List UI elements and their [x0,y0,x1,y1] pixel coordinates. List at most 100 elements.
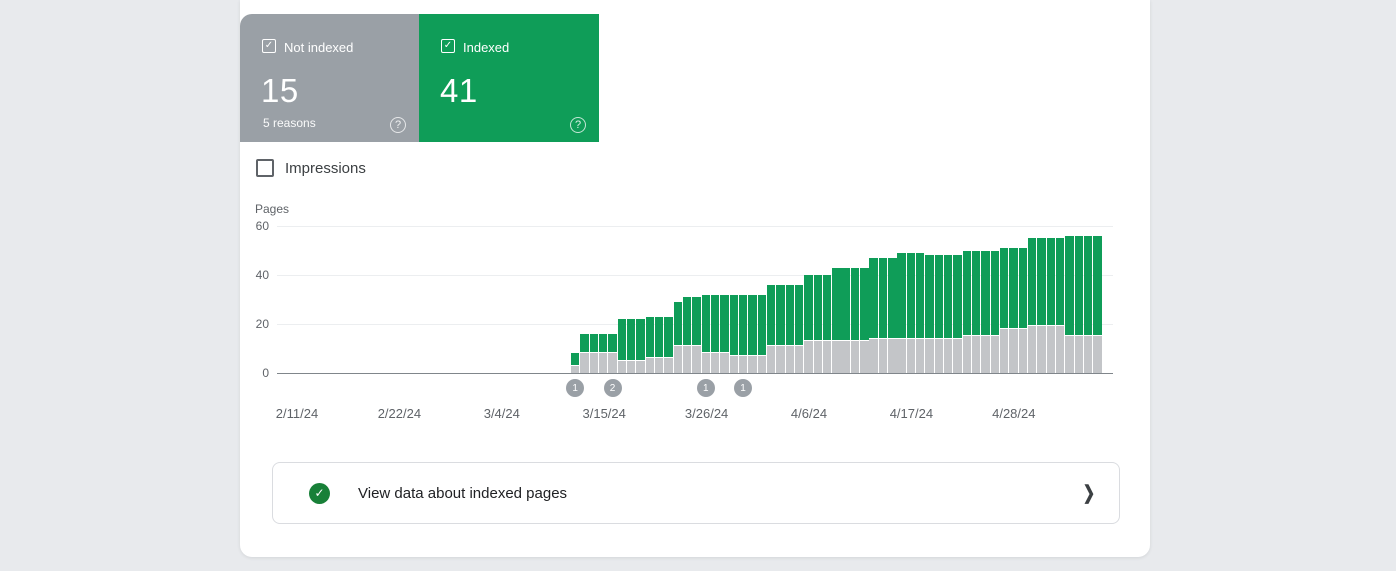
bar[interactable] [617,319,627,373]
not-indexed-segment [785,346,794,373]
bar[interactable] [981,250,990,373]
bar[interactable] [766,284,776,373]
bar[interactable] [776,284,785,373]
bar[interactable] [748,294,757,373]
bar[interactable] [729,294,738,373]
indexed-segment [981,250,990,337]
bar[interactable] [673,301,682,373]
not-indexed-segment [1065,336,1074,373]
indexed-segment [962,250,972,337]
bar[interactable] [589,333,599,373]
bar[interactable] [878,257,888,373]
bar[interactable] [1046,238,1056,373]
y-tick-label: 0 [262,366,269,380]
bar[interactable] [571,353,580,373]
view-indexed-pages-label: View data about indexed pages [358,484,568,502]
bar[interactable] [888,257,897,373]
bar[interactable] [654,316,664,373]
bar[interactable] [757,294,766,373]
x-tick-label: 2/11/24 [275,406,319,421]
bar[interactable] [1065,235,1074,373]
bar[interactable] [1028,238,1037,373]
bar[interactable] [1009,248,1018,373]
bar[interactable] [804,275,813,373]
bar[interactable] [916,252,925,373]
help-icon[interactable]: ? [570,117,586,133]
indexed-segment [626,319,636,361]
bar[interactable] [682,297,692,373]
bar[interactable] [925,255,934,373]
bar[interactable] [598,333,608,373]
bar[interactable] [850,267,860,373]
indexed-segment [701,294,710,354]
annotation-badge[interactable]: 1 [566,379,585,397]
impressions-checkbox[interactable] [256,159,274,177]
not-indexed-segment [729,355,738,373]
not-indexed-segment [598,353,608,373]
bar[interactable] [822,275,832,373]
bar[interactable] [990,250,1000,373]
view-indexed-pages-button[interactable]: ✓ View data about indexed pages ❯ [272,462,1120,524]
bar[interactable] [953,255,962,373]
bar[interactable] [692,297,701,373]
bar[interactable] [710,294,720,373]
not-indexed-reasons: 5 reasons [263,116,316,130]
bar[interactable] [785,284,794,373]
bar[interactable] [664,316,673,373]
not-indexed-segment [673,346,682,373]
indexed-segment [748,294,757,356]
bar[interactable] [1018,248,1028,373]
bar[interactable] [972,250,981,373]
bar[interactable] [720,294,729,373]
y-tick-label: 20 [255,317,269,331]
annotation-badge[interactable]: 1 [696,379,715,397]
bar[interactable] [934,255,944,373]
impressions-toggle[interactable]: Impressions [256,159,366,177]
help-icon[interactable]: ? [390,117,406,133]
gridline [277,275,1113,276]
x-tick-label: 3/26/24 [684,406,729,421]
bar[interactable] [1037,238,1046,373]
bar[interactable] [1056,238,1065,373]
indexed-segment [850,267,860,342]
not-indexed-card[interactable]: ✓ Not indexed 15 5 reasons ? [240,14,419,142]
indexed-segment [571,353,580,366]
bar[interactable] [608,333,617,373]
not-indexed-segment [1000,328,1009,373]
bar[interactable] [906,252,916,373]
annotation-badge[interactable]: 1 [734,379,753,397]
not-indexed-checkbox[interactable]: ✓ [262,39,276,53]
plot-area [277,226,1113,374]
bar[interactable] [738,294,748,373]
bar[interactable] [645,316,654,373]
bar[interactable] [944,255,953,373]
x-axis-line [277,373,1113,374]
bar[interactable] [897,252,906,373]
not-indexed-segment [794,346,804,373]
indexed-segment [785,284,794,347]
bar[interactable] [1093,235,1102,373]
indexed-segment [682,297,692,347]
bar[interactable] [860,267,869,373]
indexed-checkbox[interactable]: ✓ [441,39,455,53]
not-indexed-segment [664,358,673,373]
not-indexed-segment [1056,326,1065,373]
bar[interactable] [794,284,804,373]
bar[interactable] [701,294,710,373]
bar[interactable] [841,267,850,373]
bar[interactable] [636,319,645,373]
not-indexed-segment [701,353,710,373]
annotation-badge[interactable]: 2 [603,379,622,397]
bar[interactable] [1083,235,1093,373]
not-indexed-segment [906,338,916,373]
bar[interactable] [626,319,636,373]
not-indexed-segment [1009,328,1018,373]
bar[interactable] [962,250,972,373]
bar[interactable] [869,257,878,373]
bar[interactable] [832,267,841,373]
bar[interactable] [580,333,589,373]
indexed-card[interactable]: ✓ Indexed 41 ? [419,14,599,142]
bar[interactable] [1074,235,1084,373]
bar[interactable] [813,275,822,373]
bar[interactable] [1000,248,1009,373]
